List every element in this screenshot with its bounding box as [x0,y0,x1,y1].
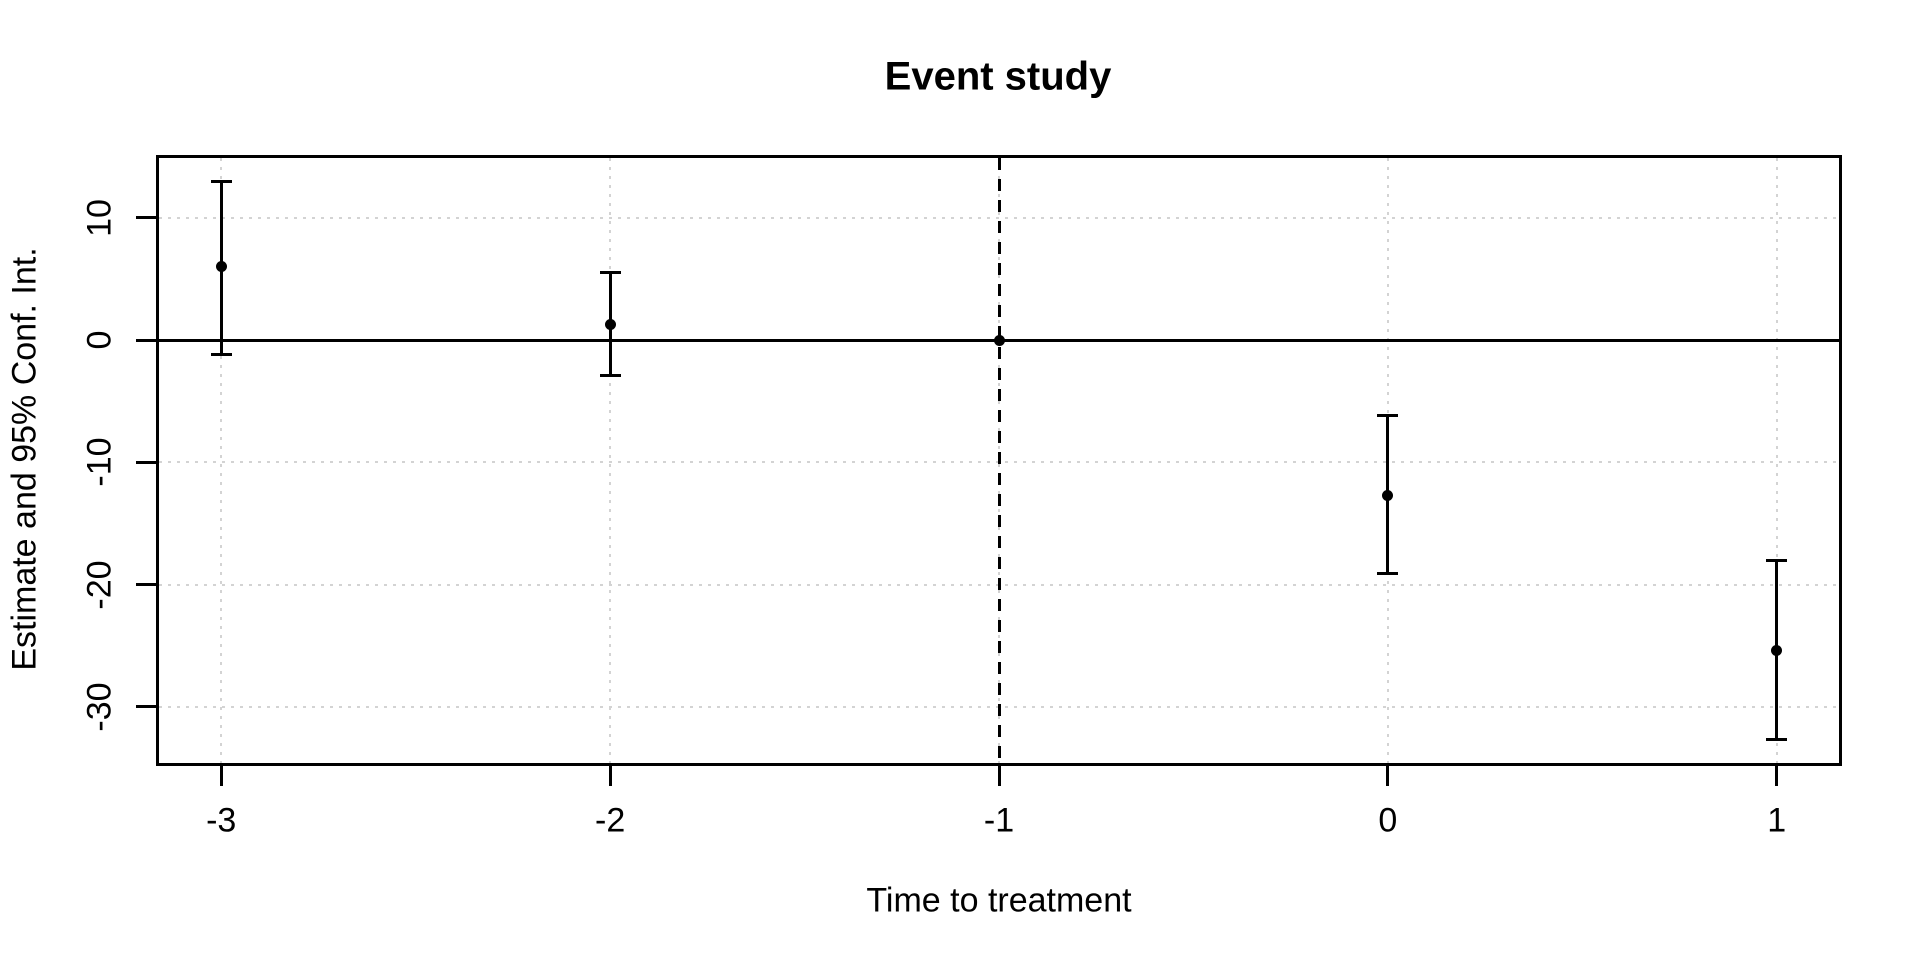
y-tick-label: 0 [80,330,119,350]
data-point [215,261,227,273]
y-tick-label: 10 [80,198,119,237]
x-tick-label: -2 [594,801,626,840]
data-point [1382,489,1394,501]
x-tick-label: -3 [206,801,237,840]
y-tick [136,460,156,464]
x-tick [997,766,1001,786]
x-tick-label: 0 [1378,801,1398,840]
error-bar-cap-lower [1766,738,1788,742]
x-tick [1775,766,1779,786]
error-bar-cap-lower [599,374,621,378]
y-tick [136,583,156,587]
y-axis-title: Estimate and 95% Conf. Int. [5,247,44,671]
x-tick [608,766,612,786]
v-gridline [1775,158,1778,763]
x-axis-title: Time to treatment [866,881,1132,920]
y-tick [136,705,156,709]
v-gridline [220,158,223,763]
error-bar-cap-upper [1766,558,1788,562]
chart-title: Event study [884,54,1112,99]
error-bar-cap-upper [210,179,232,183]
plot-area: -3 -2 -1 0 1 10 0 -10 -20 -30 [81,155,1842,840]
y-tick [136,338,156,342]
data-point [1771,645,1783,657]
y-tick-label: -10 [80,437,119,487]
error-bar-cap-upper [599,271,621,275]
data-point [604,318,616,330]
x-tick [219,766,223,786]
v-gridline [609,158,612,763]
y-tick-label: -30 [80,682,119,732]
data-point [993,334,1005,346]
error-bar-cap-lower [1377,572,1399,576]
x-tick [1386,766,1390,786]
x-tick-label: 1 [1767,801,1787,840]
error-bar-cap-lower [210,353,232,357]
error-bar-cap-upper [1377,414,1399,418]
treatment-time-dashed-line [997,158,1001,763]
y-tick [136,216,156,220]
x-tick-label: -1 [983,801,1015,840]
y-tick-label: -20 [80,559,119,610]
